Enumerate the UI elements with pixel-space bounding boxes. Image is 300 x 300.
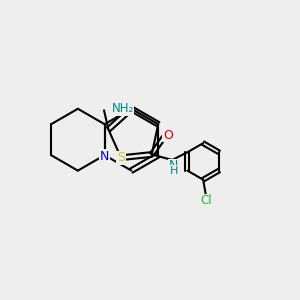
Text: N: N: [100, 150, 109, 163]
Text: N: N: [169, 159, 178, 172]
Text: O: O: [163, 129, 173, 142]
Text: S: S: [117, 151, 125, 164]
Text: NH₂: NH₂: [111, 102, 134, 116]
Text: H: H: [169, 166, 178, 176]
Text: Cl: Cl: [200, 194, 212, 207]
